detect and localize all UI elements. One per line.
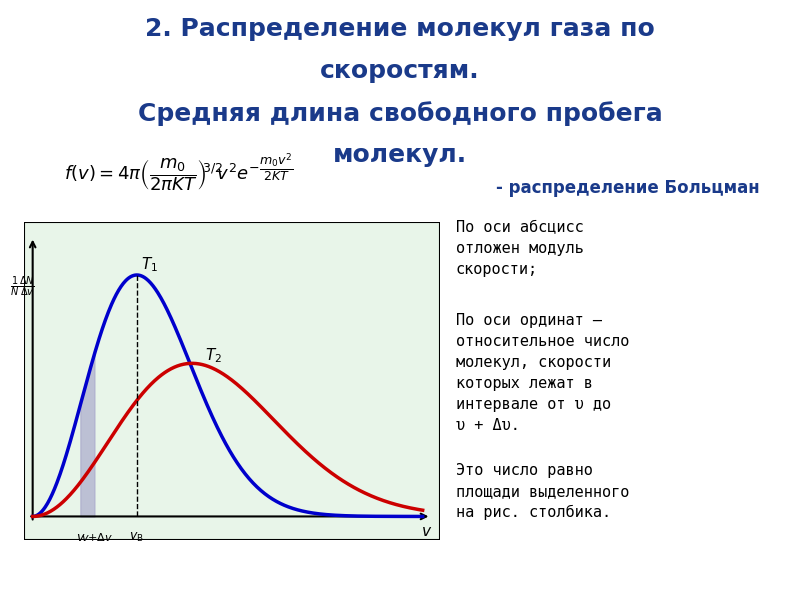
Text: $T_2$: $T_2$	[205, 346, 222, 365]
Text: скоростям.: скоростям.	[320, 59, 480, 83]
Text: $\frac{1}{N}\frac{\Delta N}{\Delta v}$: $\frac{1}{N}\frac{\Delta N}{\Delta v}$	[10, 275, 34, 299]
Text: $v$: $v$	[75, 531, 85, 544]
Text: $T_1$: $T_1$	[141, 255, 158, 274]
Text: По оси абсцисс
отложен модуль
скорости;: По оси абсцисс отложен модуль скорости;	[456, 220, 584, 277]
Text: молекул.: молекул.	[333, 143, 467, 167]
Text: Средняя длина свободного пробега: Средняя длина свободного пробега	[138, 101, 662, 125]
Text: $v{+}\Delta v$: $v{+}\Delta v$	[81, 531, 113, 543]
Text: $v_{\rm B}$: $v_{\rm B}$	[130, 531, 144, 544]
Text: - распределение Больцман: - распределение Больцман	[496, 179, 760, 197]
Text: По оси ординат –
относительное число
молекул, скорости
которых лежат в
интервале: По оси ординат – относительное число мол…	[456, 313, 630, 433]
Text: $f(v) = 4\pi \left(\dfrac{m_0}{2\pi KT}\right)^{\!\!3/2}\!\! v^2 e^{-\dfrac{m_0 : $f(v) = 4\pi \left(\dfrac{m_0}{2\pi KT}\…	[64, 151, 294, 193]
Text: $v$: $v$	[422, 524, 433, 539]
Text: Это число равно
площади выделенного
на рис. столбика.: Это число равно площади выделенного на р…	[456, 463, 630, 520]
Text: 2. Распределение молекул газа по: 2. Распределение молекул газа по	[145, 17, 655, 41]
